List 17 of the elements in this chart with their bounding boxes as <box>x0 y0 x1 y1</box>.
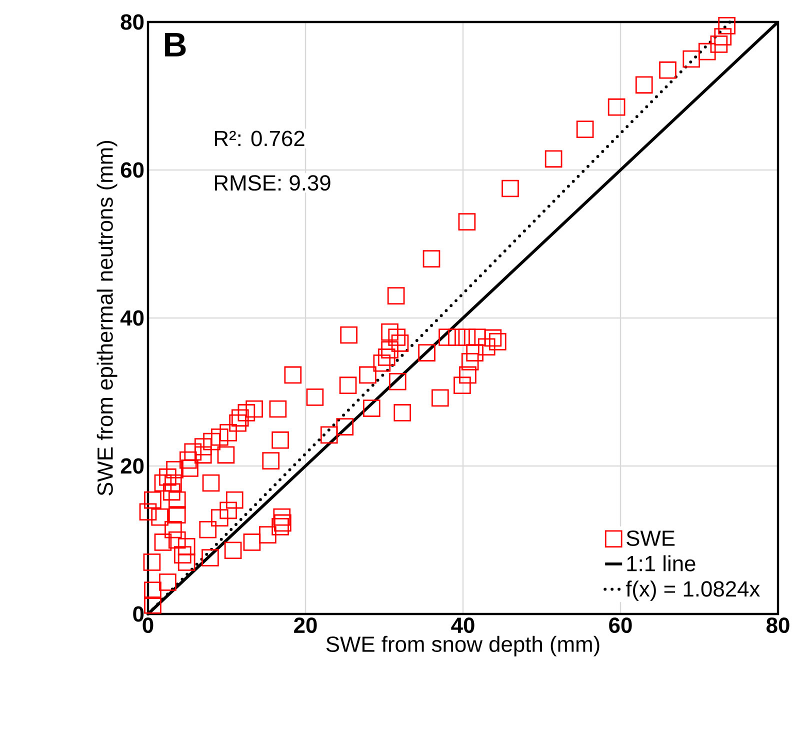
y-axis-title: SWE from epithermal neutrons (mm) <box>96 140 118 496</box>
annotation: B <box>165 33 186 56</box>
y-tick-label: 40 <box>120 310 144 326</box>
x-tick-label: 40 <box>451 618 474 634</box>
x-tick-label: 20 <box>294 618 317 634</box>
x-tick-label: 80 <box>766 618 790 634</box>
legend-label: 1:1 line <box>627 555 696 572</box>
legend-label: f(x) = 1.0824x <box>626 580 760 602</box>
annotation: RMSE: 9.39 <box>214 175 330 191</box>
x-tick-label: 60 <box>609 618 632 634</box>
y-tick-label: 0 <box>133 606 144 622</box>
y-tick-label: 80 <box>120 14 144 30</box>
legend-label: SWE <box>626 530 675 546</box>
x-axis-title: SWE from snow depth (mm) <box>326 636 600 656</box>
annotation: R²: 0.762 <box>214 130 304 146</box>
y-tick-label: 60 <box>120 162 144 178</box>
y-tick-label: 20 <box>120 458 144 474</box>
